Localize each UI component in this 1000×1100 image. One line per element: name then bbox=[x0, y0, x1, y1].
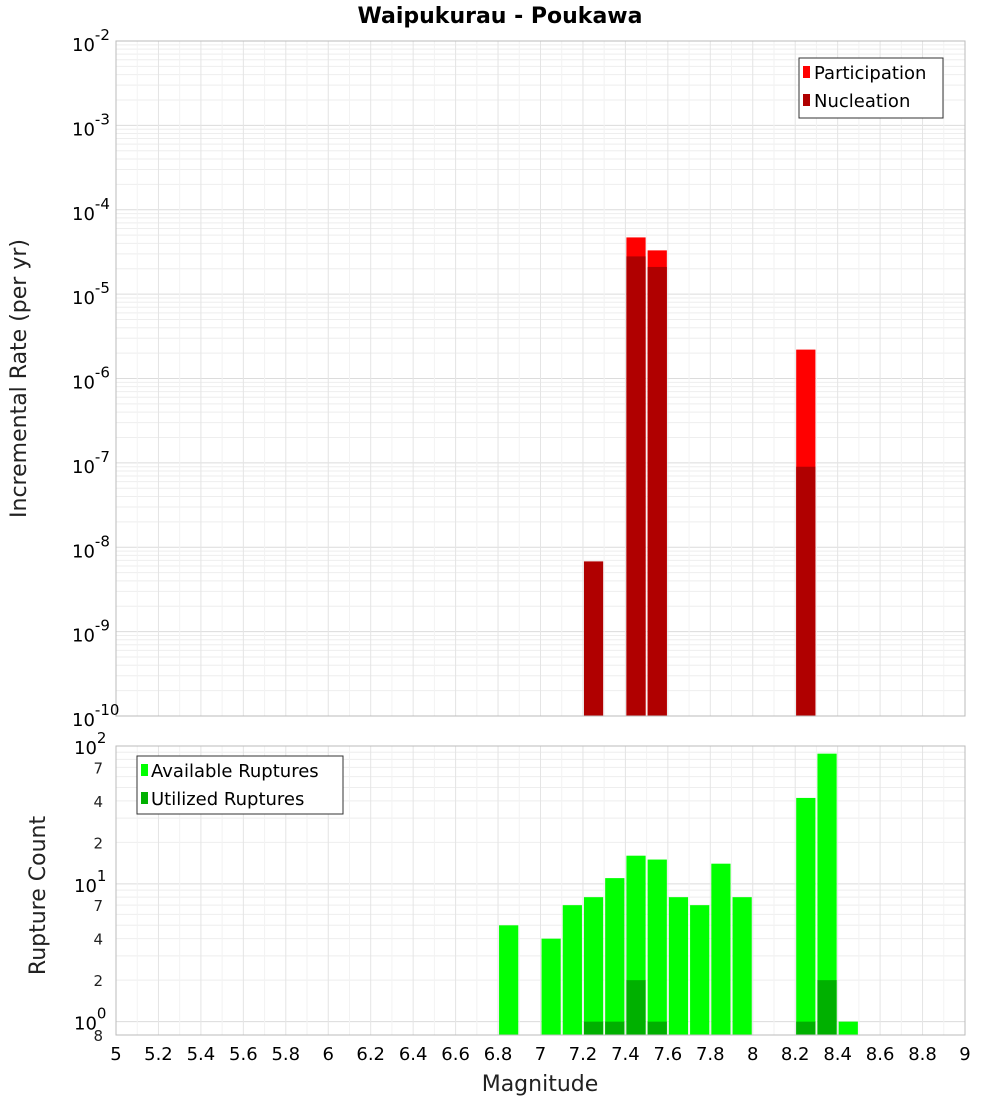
y-tick-label-top: 10-4 bbox=[72, 195, 110, 225]
available-bar bbox=[647, 859, 667, 1035]
bottom-bars bbox=[499, 753, 858, 1035]
x-tick-label: 9 bbox=[959, 1044, 970, 1065]
y-tick-label-bottom: 102 bbox=[74, 729, 106, 759]
available-bar bbox=[817, 753, 837, 1035]
legend-swatch bbox=[803, 94, 810, 106]
x-tick-label: 8.2 bbox=[781, 1044, 810, 1065]
x-tick-label: 7.6 bbox=[654, 1044, 683, 1065]
x-tick-label: 8.4 bbox=[823, 1044, 852, 1065]
legend-label: Nucleation bbox=[814, 91, 910, 112]
available-bar bbox=[605, 878, 625, 1035]
y-minor-tick-label: 2 bbox=[93, 834, 103, 852]
x-tick-label: 6.6 bbox=[441, 1044, 470, 1065]
x-tick-label: 8.8 bbox=[908, 1044, 937, 1065]
top-bars bbox=[583, 237, 816, 717]
y-tick-label-top: 10-6 bbox=[72, 364, 110, 394]
top-grid bbox=[115, 41, 966, 717]
y-tick-label-top: 10-8 bbox=[72, 532, 110, 562]
y-minor-tick-label: 4 bbox=[93, 931, 103, 949]
y-axis-label-top: Incremental Rate (per yr) bbox=[7, 239, 32, 518]
legend-swatch bbox=[141, 792, 148, 804]
legend-top: Participation Nucleation bbox=[798, 57, 944, 119]
bottom-plot-border bbox=[115, 745, 966, 1036]
y-tick-label-top: 10-7 bbox=[72, 448, 110, 478]
legend-label: Utilized Ruptures bbox=[151, 789, 304, 810]
available-bar bbox=[499, 925, 519, 1035]
y-tick-label-bottom: 101 bbox=[74, 867, 106, 897]
utilized-bar bbox=[796, 1021, 816, 1035]
available-bar bbox=[732, 897, 752, 1035]
legend-swatch bbox=[141, 764, 148, 776]
x-tick-label: 6.2 bbox=[356, 1044, 385, 1065]
utilized-bar bbox=[583, 1021, 604, 1035]
x-tick-label: 7.8 bbox=[696, 1044, 725, 1065]
nucleation-bar bbox=[626, 256, 646, 716]
available-bar bbox=[583, 897, 604, 1035]
y-minor-tick-label: 7 bbox=[93, 897, 103, 915]
x-tick-label: 5.6 bbox=[229, 1044, 258, 1065]
legend-box-top bbox=[798, 57, 944, 119]
legend-bottom: Available Ruptures Utilized Ruptures bbox=[136, 755, 344, 815]
utilized-bar bbox=[647, 1021, 667, 1035]
available-bar bbox=[562, 905, 582, 1035]
x-tick-label: 6.4 bbox=[399, 1044, 428, 1065]
available-bar bbox=[711, 863, 731, 1035]
nucleation-bar bbox=[796, 466, 816, 716]
x-tick-label: 7 bbox=[535, 1044, 546, 1065]
x-tick-label: 8.6 bbox=[866, 1044, 895, 1065]
legend-label: Available Ruptures bbox=[151, 761, 319, 782]
available-bar bbox=[838, 1021, 858, 1035]
utilized-bar bbox=[817, 980, 837, 1035]
y-tick-label-top: 10-10 bbox=[72, 701, 119, 731]
y-tick-label-top: 10-5 bbox=[72, 279, 110, 309]
x-tick-label: 5.4 bbox=[187, 1044, 216, 1065]
available-bar bbox=[668, 897, 689, 1035]
utilized-bar bbox=[626, 980, 646, 1035]
x-tick-label: 5.2 bbox=[144, 1044, 173, 1065]
top-plot-border bbox=[115, 40, 966, 717]
x-tick-label: 6 bbox=[323, 1044, 334, 1065]
nucleation-bar bbox=[583, 561, 604, 716]
available-bar bbox=[796, 797, 816, 1035]
y-minor-tick-label: 2 bbox=[93, 972, 103, 990]
nucleation-bar bbox=[647, 266, 667, 716]
y-tick-label-bottom: 100 bbox=[74, 1005, 106, 1035]
available-bar bbox=[541, 938, 561, 1035]
x-tick-label: 6.8 bbox=[484, 1044, 513, 1065]
y-minor-tick-label: 8 bbox=[93, 1027, 103, 1045]
utilized-bar bbox=[605, 1021, 625, 1035]
y-axis-label-bottom: Rupture Count bbox=[26, 816, 51, 976]
y-tick-label-top: 10-9 bbox=[72, 617, 110, 647]
legend-swatch bbox=[803, 66, 810, 78]
x-tick-label: 7.2 bbox=[569, 1044, 598, 1065]
y-minor-tick-label: 7 bbox=[93, 759, 103, 777]
x-tick-label: 5.8 bbox=[271, 1044, 300, 1065]
available-bar bbox=[690, 905, 710, 1035]
x-tick-label: 8 bbox=[747, 1044, 758, 1065]
legend-box-bottom bbox=[136, 755, 344, 815]
y-tick-label-top: 10-2 bbox=[72, 26, 110, 56]
x-axis-label: Magnitude bbox=[482, 1072, 599, 1097]
chart-title: Waipukurau - Poukawa bbox=[358, 4, 643, 29]
x-tick-label: 7.4 bbox=[611, 1044, 640, 1065]
legend-label: Participation bbox=[814, 63, 926, 84]
x-tick-label: 5 bbox=[110, 1044, 121, 1065]
y-minor-tick-label: 4 bbox=[93, 793, 103, 811]
y-tick-label-top: 10-3 bbox=[72, 110, 110, 140]
